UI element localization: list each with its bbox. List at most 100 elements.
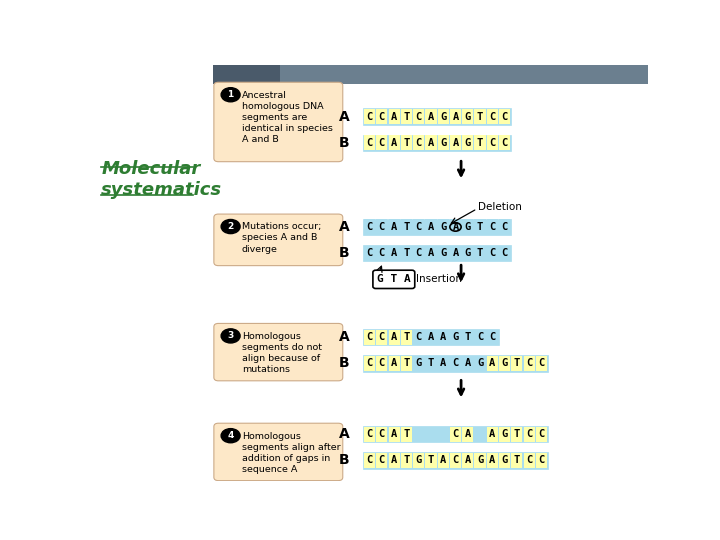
FancyBboxPatch shape [462,109,473,124]
Text: T: T [428,359,434,368]
FancyBboxPatch shape [523,356,535,371]
Text: C: C [366,248,373,258]
Text: G: G [415,359,422,368]
Text: C: C [415,248,422,258]
FancyBboxPatch shape [499,246,510,261]
Text: C: C [366,455,373,465]
Text: Ancestral
homologous DNA
segments are
identical in species
A and B: Ancestral homologous DNA segments are id… [242,91,333,144]
Text: C: C [489,138,495,148]
FancyBboxPatch shape [474,219,485,234]
Text: C: C [415,222,422,232]
Text: C: C [379,138,385,148]
FancyBboxPatch shape [536,453,547,468]
Text: G: G [440,138,446,148]
FancyBboxPatch shape [450,246,461,261]
Text: C: C [539,359,544,368]
FancyBboxPatch shape [413,453,424,468]
Text: G: G [501,359,508,368]
FancyBboxPatch shape [487,356,498,371]
FancyBboxPatch shape [363,329,499,346]
FancyBboxPatch shape [401,109,412,124]
FancyBboxPatch shape [462,453,473,468]
Text: T: T [464,332,471,342]
FancyBboxPatch shape [363,426,548,442]
FancyBboxPatch shape [389,356,400,371]
Text: C: C [379,248,385,258]
Text: C: C [501,112,508,122]
Text: 3: 3 [228,332,234,340]
FancyBboxPatch shape [487,136,498,151]
FancyBboxPatch shape [438,453,449,468]
Text: A: A [428,332,434,342]
Text: 1: 1 [228,90,234,99]
FancyBboxPatch shape [214,323,343,381]
FancyBboxPatch shape [450,136,461,151]
Text: G T A: G T A [377,274,410,284]
FancyBboxPatch shape [438,246,449,261]
Text: A: A [338,220,349,234]
Text: C: C [539,429,544,439]
Text: C: C [379,455,385,465]
FancyBboxPatch shape [413,356,424,371]
Text: A: A [391,332,397,342]
Text: 2: 2 [228,222,234,231]
FancyBboxPatch shape [426,329,436,345]
FancyBboxPatch shape [363,134,511,151]
Circle shape [221,329,240,343]
Text: A: A [428,222,434,232]
Text: G: G [501,429,508,439]
FancyBboxPatch shape [213,65,279,84]
FancyBboxPatch shape [499,136,510,151]
FancyBboxPatch shape [511,427,523,442]
Text: T: T [514,429,520,439]
Text: C: C [366,429,373,439]
FancyBboxPatch shape [487,109,498,124]
Text: C: C [489,222,495,232]
Text: T: T [403,222,410,232]
Text: T: T [403,429,410,439]
FancyBboxPatch shape [474,329,485,345]
Text: T: T [428,455,434,465]
Text: G: G [464,248,471,258]
FancyBboxPatch shape [413,136,424,151]
FancyBboxPatch shape [499,356,510,371]
FancyBboxPatch shape [450,453,461,468]
FancyBboxPatch shape [462,356,473,371]
FancyBboxPatch shape [377,453,387,468]
FancyBboxPatch shape [438,219,449,234]
FancyBboxPatch shape [487,246,498,261]
FancyBboxPatch shape [364,453,375,468]
Text: T: T [403,248,410,258]
FancyBboxPatch shape [413,329,424,345]
FancyBboxPatch shape [389,329,400,345]
FancyBboxPatch shape [363,452,548,469]
FancyBboxPatch shape [462,427,473,442]
Text: G: G [464,222,471,232]
Text: C: C [452,429,459,439]
FancyBboxPatch shape [213,65,648,84]
Text: C: C [415,112,422,122]
FancyBboxPatch shape [214,423,343,481]
Text: T: T [403,138,410,148]
FancyBboxPatch shape [364,246,375,261]
FancyBboxPatch shape [426,109,436,124]
Text: C: C [366,359,373,368]
Text: T: T [477,138,483,148]
FancyBboxPatch shape [474,136,485,151]
FancyBboxPatch shape [363,245,511,261]
Text: C: C [379,222,385,232]
FancyBboxPatch shape [499,453,510,468]
Circle shape [221,87,240,102]
FancyBboxPatch shape [487,329,498,345]
Text: Mutations occur;
species A and B
diverge: Mutations occur; species A and B diverge [242,222,321,254]
Text: Homologous
segments do not
align because of
mutations: Homologous segments do not align because… [242,332,322,374]
Text: C: C [366,112,373,122]
Text: Molecular
systematics: Molecular systematics [101,160,222,199]
FancyBboxPatch shape [426,219,436,234]
FancyBboxPatch shape [450,329,461,345]
Text: C: C [379,359,385,368]
Text: C: C [366,222,373,232]
Text: C: C [501,222,508,232]
Text: A: A [391,248,397,258]
Text: A: A [391,112,397,122]
